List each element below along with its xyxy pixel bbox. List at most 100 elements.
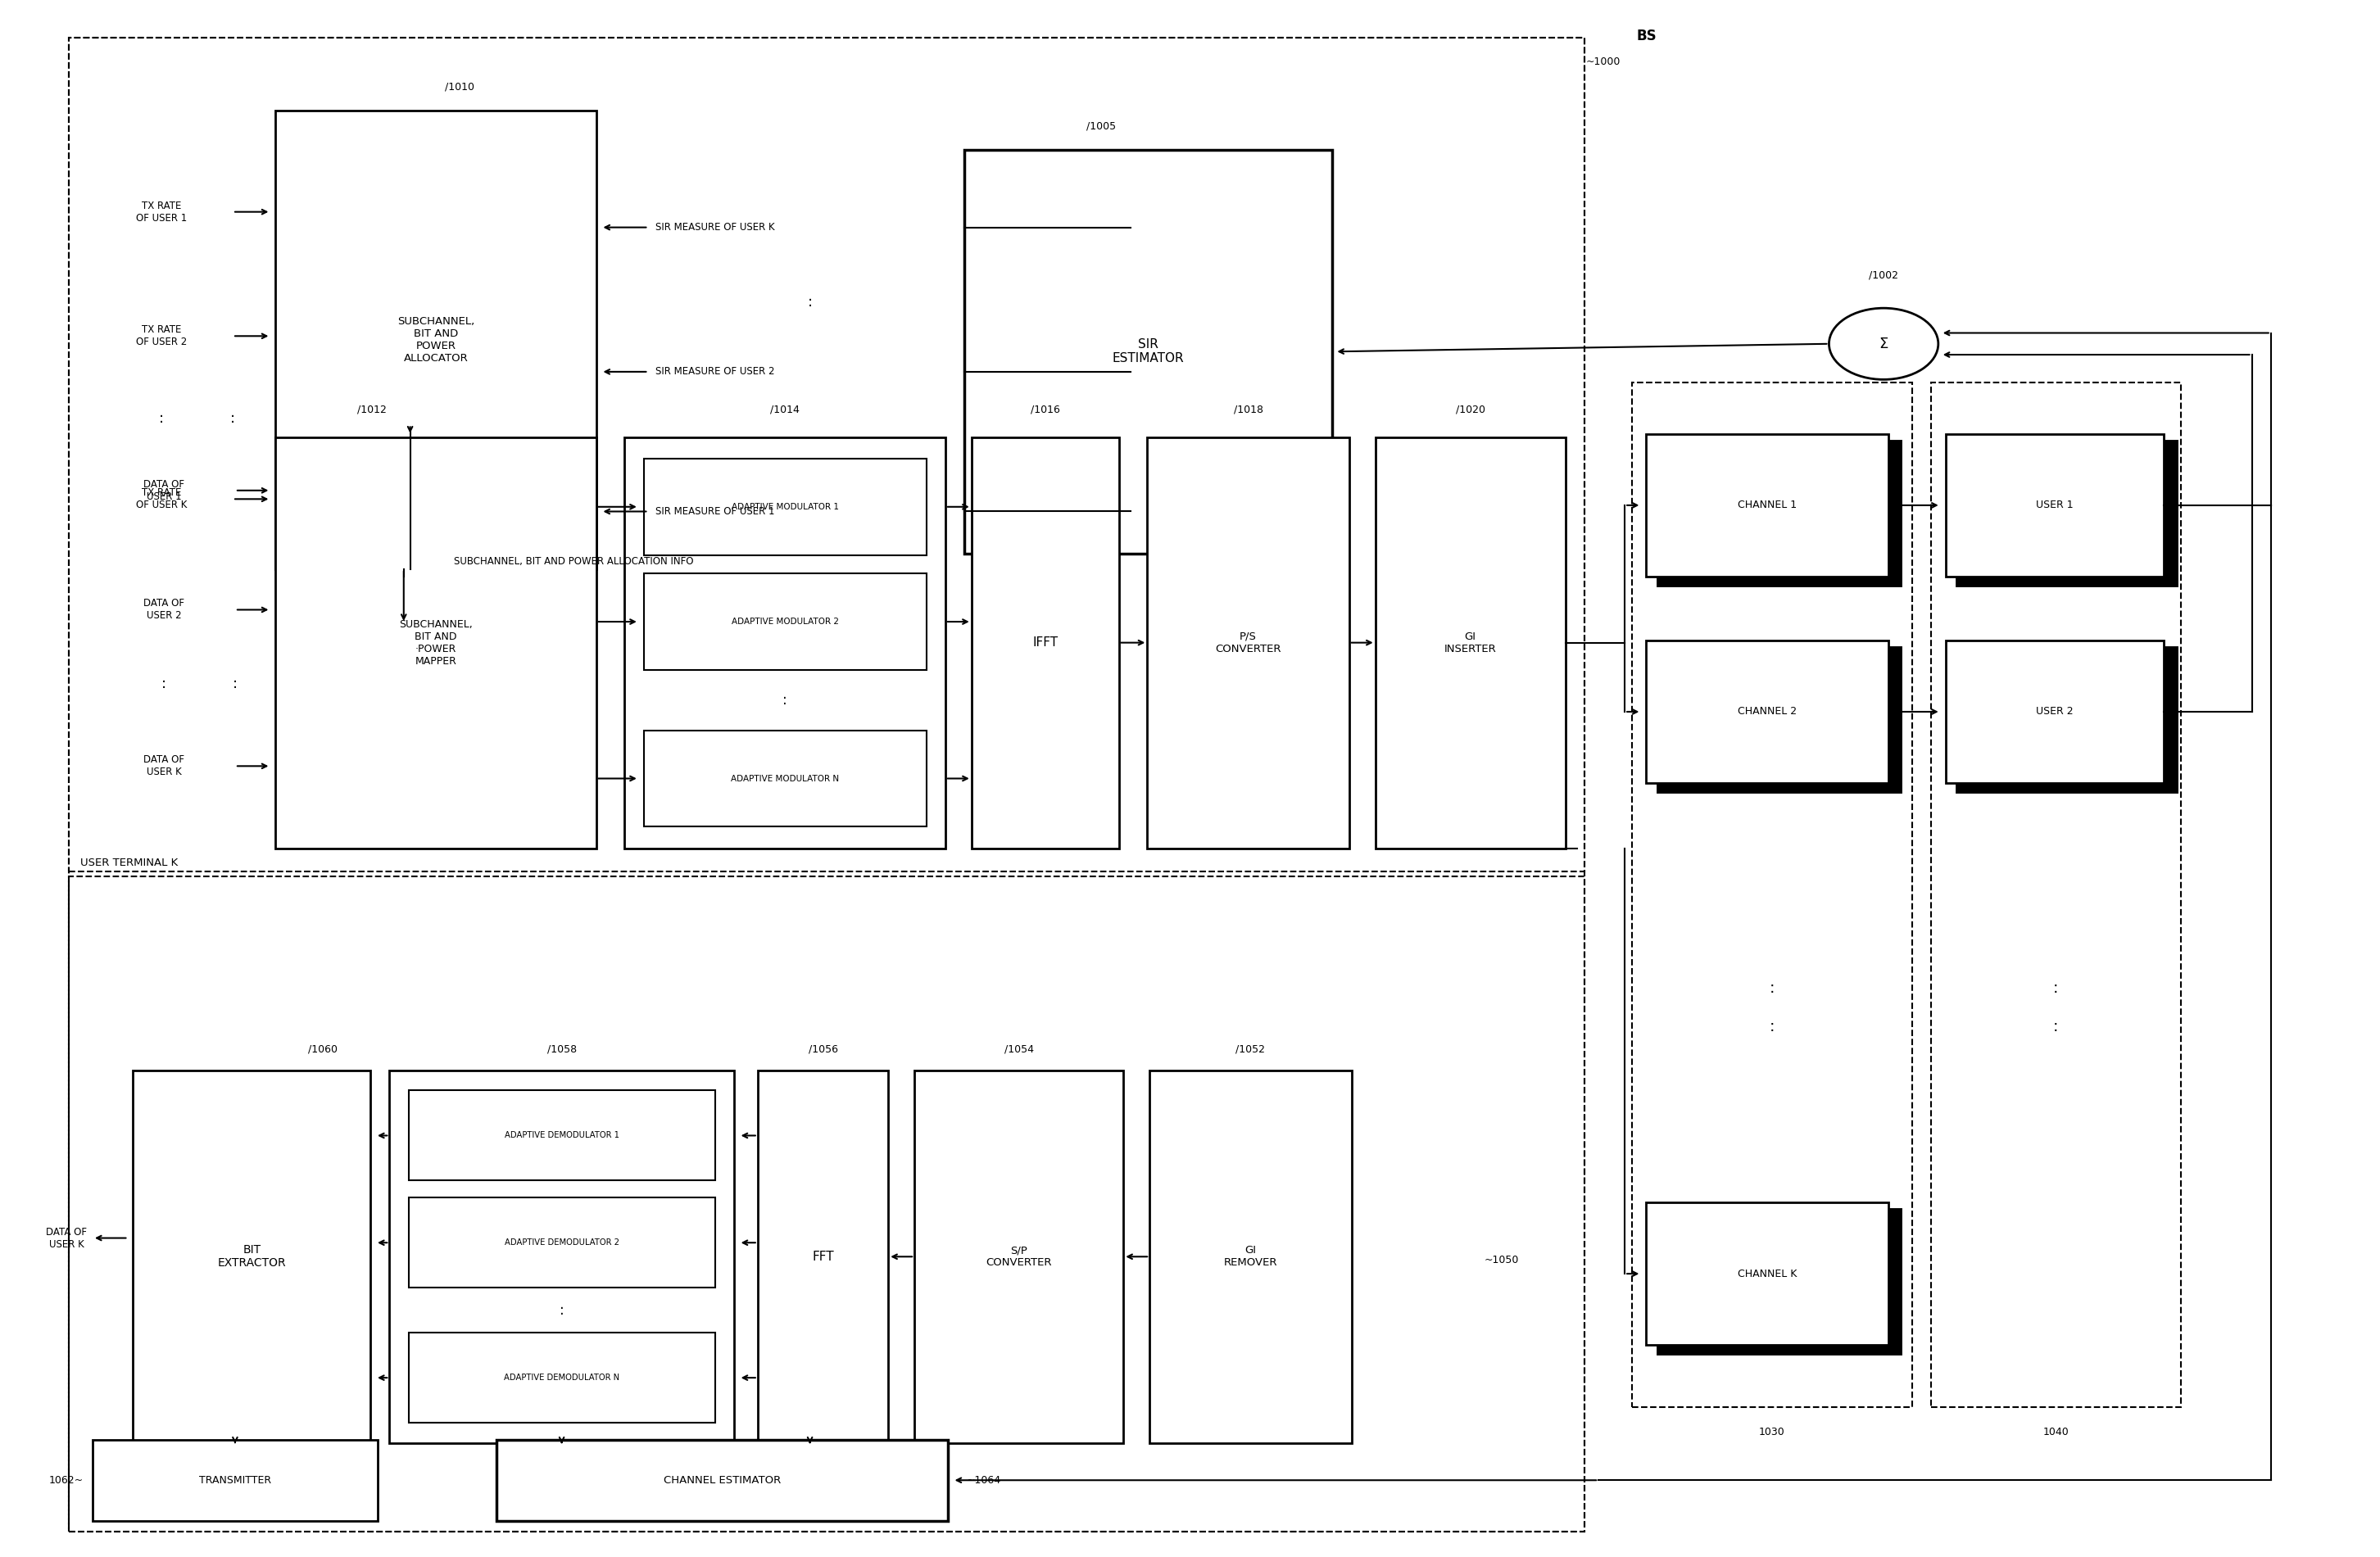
Text: /1016: /1016: [1031, 405, 1059, 416]
Bar: [643, 730, 926, 827]
Bar: [1956, 648, 2175, 791]
Text: TX RATE
OF USER 1: TX RATE OF USER 1: [136, 201, 188, 223]
Text: TRANSMITTER: TRANSMITTER: [200, 1474, 271, 1485]
Text: DATA OF
USER 1: DATA OF USER 1: [143, 480, 183, 501]
Text: SIR MEASURE OF USER 2: SIR MEASURE OF USER 2: [655, 366, 776, 377]
Bar: [1944, 434, 2163, 576]
Bar: [1647, 434, 1887, 576]
Bar: [757, 1070, 888, 1443]
Text: /1002: /1002: [1868, 269, 1899, 280]
Text: TX RATE
OF USER K: TX RATE OF USER K: [136, 487, 188, 511]
Text: /1060: /1060: [309, 1043, 338, 1054]
Bar: [409, 1197, 714, 1288]
Bar: [409, 1333, 714, 1423]
Text: :: :: [159, 411, 164, 425]
Bar: [133, 1070, 371, 1443]
Bar: [643, 459, 926, 554]
Text: ADAPTIVE MODULATOR 2: ADAPTIVE MODULATOR 2: [731, 618, 838, 626]
Text: :: :: [231, 411, 236, 425]
Text: FFT: FFT: [812, 1250, 833, 1263]
Text: ~1050: ~1050: [1485, 1255, 1518, 1266]
Text: 1062~: 1062~: [48, 1474, 83, 1485]
Text: :: :: [162, 676, 167, 691]
Bar: [914, 1070, 1123, 1443]
Text: USER TERMINAL K: USER TERMINAL K: [81, 858, 178, 869]
Text: /1010: /1010: [445, 81, 474, 92]
Text: SUBCHANNEL, BIT AND POWER ALLOCATION INFO: SUBCHANNEL, BIT AND POWER ALLOCATION INF…: [455, 556, 693, 567]
Text: GI
REMOVER: GI REMOVER: [1223, 1246, 1278, 1267]
Text: /1058: /1058: [547, 1043, 576, 1054]
Bar: [409, 1090, 714, 1180]
Text: :: :: [783, 693, 788, 707]
Text: S/P
CONVERTER: S/P CONVERTER: [985, 1246, 1052, 1267]
Bar: [964, 149, 1333, 553]
Bar: [971, 438, 1119, 849]
Text: ~1000: ~1000: [1585, 56, 1621, 67]
Bar: [1930, 383, 2180, 1408]
Text: /1054: /1054: [1004, 1043, 1033, 1054]
Text: :: :: [559, 1303, 564, 1317]
Bar: [1659, 648, 1899, 791]
Text: :: :: [233, 676, 238, 691]
Bar: [497, 1440, 947, 1521]
Bar: [1659, 442, 1899, 584]
Text: ~1064: ~1064: [966, 1474, 1002, 1485]
Bar: [69, 37, 1585, 872]
Text: BIT
EXTRACTOR: BIT EXTRACTOR: [217, 1244, 286, 1269]
Bar: [1376, 438, 1566, 849]
Text: 1030: 1030: [1759, 1428, 1785, 1437]
Text: ADAPTIVE DEMODULATOR 1: ADAPTIVE DEMODULATOR 1: [505, 1132, 619, 1140]
Text: /1014: /1014: [771, 405, 800, 416]
Text: SIR MEASURE OF USER K: SIR MEASURE OF USER K: [655, 223, 776, 232]
Bar: [1659, 1210, 1899, 1353]
Text: :: :: [1768, 1020, 1775, 1035]
Text: BS: BS: [1637, 28, 1656, 44]
Text: /1012: /1012: [357, 405, 386, 416]
Text: SIR
ESTIMATOR: SIR ESTIMATOR: [1111, 338, 1185, 364]
Text: ADAPTIVE DEMODULATOR N: ADAPTIVE DEMODULATOR N: [505, 1373, 619, 1383]
Text: 1040: 1040: [2042, 1428, 2068, 1437]
Text: ADAPTIVE DEMODULATOR 2: ADAPTIVE DEMODULATOR 2: [505, 1238, 619, 1247]
Bar: [69, 877, 1585, 1532]
Bar: [1956, 442, 2175, 584]
Bar: [276, 438, 595, 849]
Bar: [643, 573, 926, 670]
Text: /1052: /1052: [1235, 1043, 1266, 1054]
Text: P/S
CONVERTER: P/S CONVERTER: [1216, 631, 1280, 654]
Bar: [1147, 438, 1349, 849]
Text: CHANNEL 1: CHANNEL 1: [1737, 500, 1797, 511]
Text: :: :: [2054, 981, 2059, 996]
Text: ADAPTIVE MODULATOR N: ADAPTIVE MODULATOR N: [731, 774, 840, 783]
Text: CHANNEL ESTIMATOR: CHANNEL ESTIMATOR: [664, 1474, 781, 1485]
Text: ADAPTIVE MODULATOR 1: ADAPTIVE MODULATOR 1: [731, 503, 838, 511]
Text: /1005: /1005: [1085, 120, 1116, 131]
Text: DATA OF
USER K: DATA OF USER K: [143, 755, 183, 777]
Text: :: :: [2054, 1020, 2059, 1035]
Bar: [1647, 640, 1887, 783]
Text: SUBCHANNEL,
BIT AND
·POWER
MAPPER: SUBCHANNEL, BIT AND ·POWER MAPPER: [400, 620, 474, 666]
Text: Σ: Σ: [1878, 336, 1887, 352]
Text: TX RATE
OF USER 2: TX RATE OF USER 2: [136, 324, 188, 347]
Bar: [1647, 1202, 1887, 1345]
Text: :: :: [807, 294, 812, 310]
Bar: [1633, 383, 1911, 1408]
Text: :: :: [1768, 981, 1775, 996]
Text: SIR MEASURE OF USER 1: SIR MEASURE OF USER 1: [655, 506, 776, 517]
Text: USER 2: USER 2: [2035, 707, 2073, 718]
Text: CHANNEL 2: CHANNEL 2: [1737, 707, 1797, 718]
Text: IFFT: IFFT: [1033, 637, 1057, 649]
Bar: [1150, 1070, 1352, 1443]
Bar: [276, 111, 595, 568]
Text: CHANNEL K: CHANNEL K: [1737, 1269, 1797, 1278]
Bar: [624, 438, 945, 849]
Bar: [69, 37, 1585, 1532]
Text: GI
INSERTER: GI INSERTER: [1445, 631, 1497, 654]
Bar: [390, 1070, 733, 1443]
Circle shape: [1828, 308, 1937, 380]
Bar: [93, 1440, 378, 1521]
Text: /1056: /1056: [809, 1043, 838, 1054]
Text: /1020: /1020: [1457, 405, 1485, 416]
Text: /1018: /1018: [1233, 405, 1264, 416]
Text: USER 1: USER 1: [2035, 500, 2073, 511]
Text: DATA OF
USER K: DATA OF USER K: [45, 1227, 88, 1249]
